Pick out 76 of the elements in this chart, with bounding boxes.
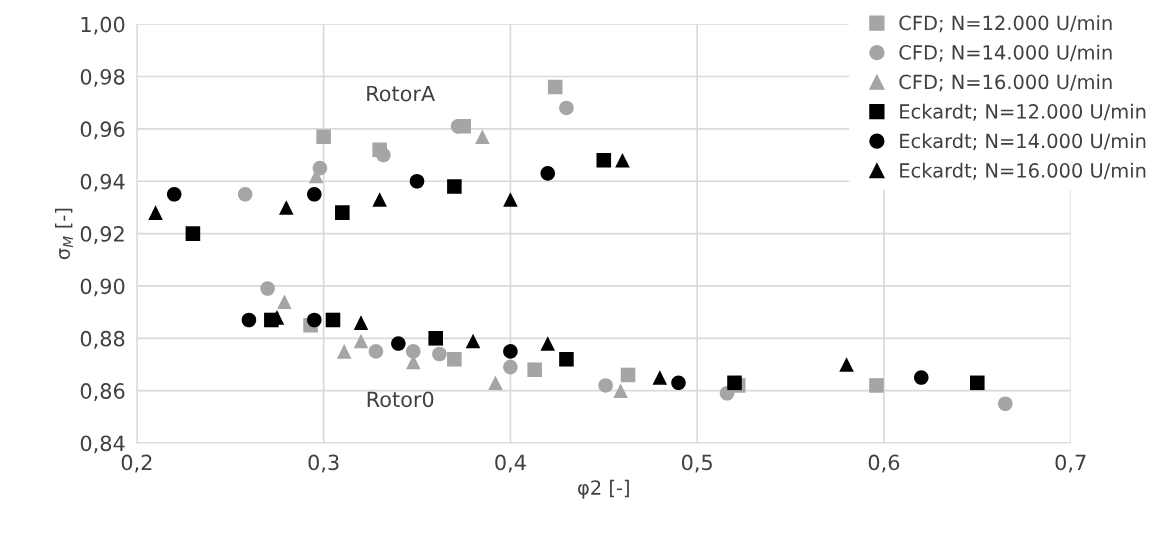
- point: [372, 192, 387, 207]
- point: [166, 187, 182, 202]
- point: [279, 200, 294, 215]
- point: [913, 370, 929, 385]
- point: [559, 100, 574, 116]
- legend-label: CFD; N=16.000 U/min: [899, 74, 1112, 92]
- legend-label: Eckardt; N=16.000 U/min: [900, 162, 1146, 180]
- point: [488, 375, 503, 391]
- point: [353, 315, 369, 330]
- point: [596, 153, 612, 168]
- y-tick-label: 0,96: [80, 121, 125, 140]
- point: [260, 281, 275, 296]
- point: [335, 205, 350, 220]
- point: [839, 357, 854, 372]
- y-tick-label: 0,86: [80, 383, 125, 401]
- point: [503, 359, 518, 375]
- point: [727, 375, 742, 391]
- point: [336, 344, 352, 359]
- legend-label: CFD; N=14.000 U/min: [899, 44, 1112, 62]
- x-tick-label: 0,5: [681, 454, 712, 473]
- y-tick-label: 0,84: [80, 435, 125, 454]
- x-tick-label: 0,6: [868, 454, 900, 473]
- point: [671, 375, 686, 391]
- x-axis-title: φ2 [-]: [578, 479, 629, 499]
- y-tick-label: 1,00: [81, 16, 125, 35]
- y-axis-title: σ$_{M}$ [-]: [55, 208, 73, 260]
- point: [447, 179, 462, 194]
- legend-label: Eckardt; N=12.000 U/min: [900, 103, 1146, 121]
- point: [559, 351, 574, 367]
- point: [615, 153, 630, 168]
- point: [598, 378, 613, 393]
- point: [428, 331, 443, 346]
- x-tick-label: 0,7: [1055, 454, 1086, 473]
- legend-label: Eckardt; N=14.000 U/min: [900, 133, 1146, 151]
- point: [465, 333, 481, 349]
- point: [307, 187, 322, 202]
- point: [185, 226, 201, 241]
- point: [540, 336, 556, 351]
- point: [869, 378, 884, 393]
- point: [620, 367, 636, 383]
- point: [503, 344, 518, 359]
- point: [447, 351, 462, 367]
- point: [503, 192, 518, 207]
- point: [475, 129, 490, 145]
- point: [148, 205, 163, 220]
- y-tick-label: 0,90: [80, 278, 125, 297]
- point: [325, 312, 341, 328]
- legend-label: CFD; N=12.000 U/min: [899, 15, 1112, 33]
- point: [432, 346, 447, 362]
- point: [406, 344, 421, 359]
- x-tick-label: 0,3: [308, 454, 339, 473]
- point: [527, 362, 542, 378]
- annotation: Rotor0: [367, 391, 434, 408]
- point: [540, 166, 556, 181]
- point: [316, 129, 331, 145]
- point: [353, 333, 369, 349]
- point: [547, 79, 563, 95]
- y-tick-label: 0,88: [80, 330, 125, 349]
- point: [391, 336, 406, 351]
- y-tick-label: 0,98: [80, 68, 125, 87]
- point: [241, 312, 257, 328]
- point: [970, 375, 985, 391]
- point: [998, 396, 1013, 412]
- y-tick-label: 0,92: [80, 226, 124, 244]
- point: [376, 147, 391, 163]
- point: [652, 370, 668, 385]
- point: [368, 344, 384, 359]
- x-tick-label: 0,2: [121, 454, 152, 473]
- point: [409, 173, 425, 189]
- point: [613, 383, 628, 398]
- y-tick-label: 0,94: [80, 173, 125, 192]
- x-tick-label: 0,4: [495, 454, 526, 473]
- point: [237, 187, 253, 202]
- point: [277, 294, 292, 309]
- annotation: RotorA: [367, 85, 436, 102]
- point: [307, 312, 322, 328]
